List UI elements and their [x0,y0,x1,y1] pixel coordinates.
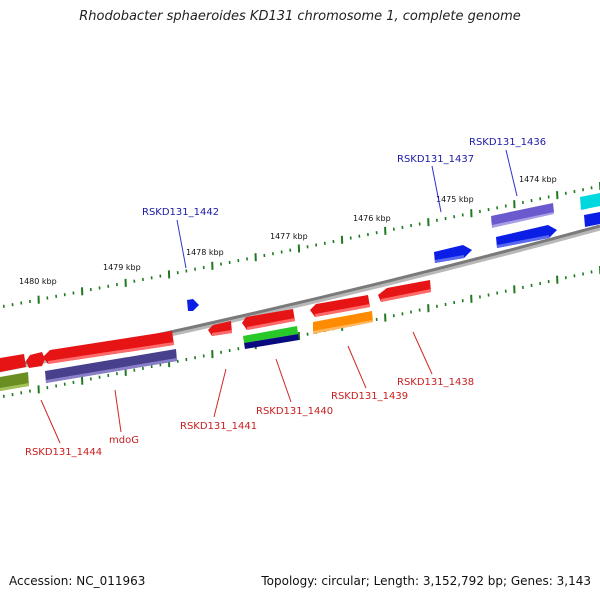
gene-label-rskd131-1436: RSKD131_1436 [469,137,546,148]
connector-rskd131-1441 [213,368,227,418]
feature-rskd131-1437 [434,245,472,263]
connector-rskd131-1444 [40,399,61,444]
kbp-label-1479: 1479 kbp [103,263,141,272]
feature-rskd131-1439-orange-shade [313,320,373,334]
feature-rskd131-1438-shade [381,289,431,302]
feature-mdog-red-shade [48,342,174,364]
gene-label-rskd131-1439: RSKD131_1439 [331,391,408,402]
connector-rskd131-1436 [505,149,518,197]
feature-mdog-slate-shade [46,358,177,383]
feature-rskd131-1436 [491,203,554,225]
gene-label-rskd131-1441: RSKD131_1441 [180,421,257,432]
kbp-label-1476: 1476 kbp [353,214,391,223]
map-title: Rhodobacter sphaeroides KD131 chromosome… [79,9,521,24]
kbp-label-1475: 1475 kbp [436,195,474,204]
kbp-label-1478: 1478 kbp [186,248,224,257]
connector-mdog [114,389,122,433]
feature-blue-1-shade [497,235,549,248]
feature-blue-1 [496,225,557,248]
gene-label-rskd131-1444: RSKD131_1444 [25,447,102,458]
feature-rskd131-1444-small [26,352,45,368]
gene-label-mdog: mdoG [109,435,139,446]
kbp-label-1474: 1474 kbp [519,175,557,184]
label-connectors [40,149,518,444]
connector-rskd131-1438 [412,331,433,375]
connector-rskd131-1440 [275,358,292,403]
feature-rskd131-1438 [378,280,431,302]
feature-cyan [580,193,600,210]
gene-label-rskd131-1438: RSKD131_1438 [397,377,474,388]
feature-mdog-red [43,331,174,364]
gene-label-rskd131-1437: RSKD131_1437 [397,154,474,165]
genome-summary-text: Topology: circular; Length: 3,152,792 bp… [261,574,591,588]
feature-rskd131-1440-green [243,326,298,343]
inner-tick-track [2,266,600,398]
bottom-strand-features [0,280,431,391]
feature-rskd131-1440-red [242,309,295,330]
feature-rskd131-1439-red-shade [315,304,370,317]
feature-rskd131-1444-olive-shade [0,383,29,391]
connector-rskd131-1437 [431,165,442,213]
feature-rskd131-1440-navy [244,334,299,349]
gene-label-rskd131-1440: RSKD131_1440 [256,406,333,417]
kbp-label-1477: 1477 kbp [270,232,308,241]
gene-label-rskd131-1442: RSKD131_1442 [142,207,219,218]
feature-mdog-slate [45,349,177,383]
connector-rskd131-1442 [176,219,187,269]
kbp-label-1480: 1480 kbp [19,277,57,286]
outer-tick-track [2,182,600,308]
feature-rskd131-1437-shade [435,255,464,263]
feature-blue-edge [584,212,600,227]
accession-text: Accession: NC_011963 [9,574,146,588]
feature-rskd131-1442 [187,299,199,311]
feature-rskd131-1444-red [0,354,26,372]
feature-rskd131-1439-red [310,295,370,317]
connector-rskd131-1439 [347,345,367,389]
feature-rskd131-1440-red-shade [247,318,295,330]
feature-rskd131-1441-shade [212,330,232,336]
top-strand-features [187,193,600,311]
